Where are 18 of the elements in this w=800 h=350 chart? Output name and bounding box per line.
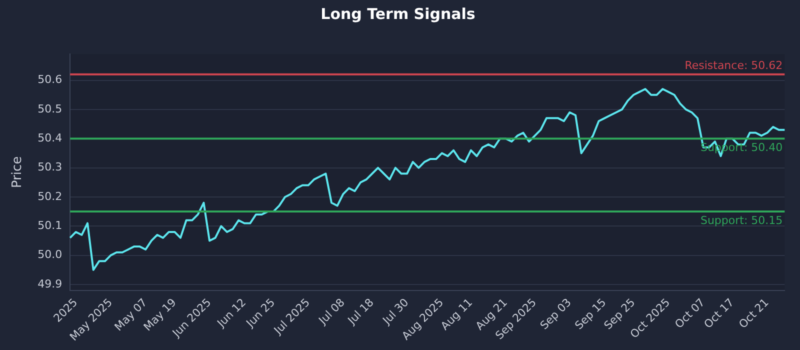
x-tick-label: Jul 08: [316, 296, 348, 328]
x-tick-label: Oct 21: [736, 296, 772, 331]
y-tick-label: 50.0: [38, 248, 62, 262]
y-tick-label: 49.9: [38, 277, 62, 290]
ref-line-label: Support: 50.15: [700, 214, 783, 227]
x-tick-label: Sep 03: [538, 296, 574, 332]
y-tick-label: 50.3: [38, 160, 62, 174]
ref-line-label: Resistance: 50.62: [684, 58, 783, 72]
y-tick-label: 50.6: [38, 73, 62, 86]
x-tick-label: Oct 17: [702, 296, 737, 331]
y-axis-title: Price: [10, 156, 26, 188]
y-tick-label: 50.1: [38, 218, 62, 232]
y-tick-label: 50.2: [38, 190, 62, 203]
y-tick-label: 50.4: [38, 131, 62, 144]
chart-title: Long Term Signals: [320, 4, 476, 23]
x-tick-label: Jul 30: [380, 296, 412, 328]
y-tick-label: 50.5: [38, 102, 62, 116]
x-tick-label: Jul 18: [344, 296, 376, 328]
